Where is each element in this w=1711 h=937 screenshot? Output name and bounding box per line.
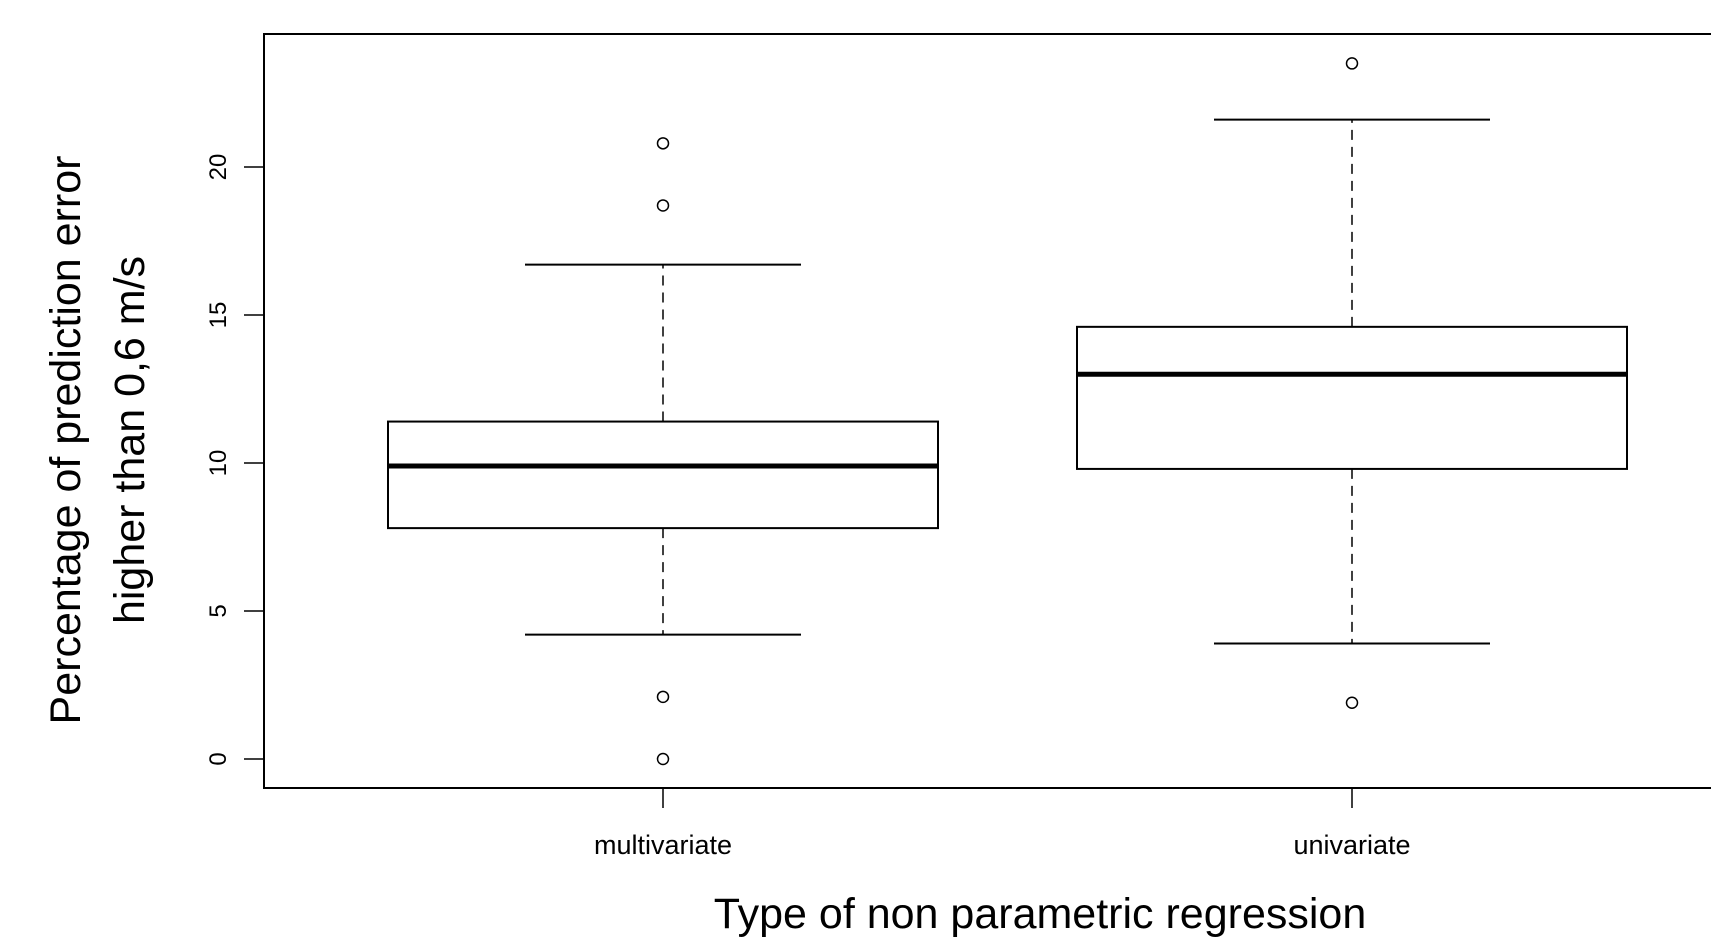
plot-marks (387, 57, 1628, 766)
y-tick-label: 15 (205, 302, 232, 329)
y-tick-label: 20 (205, 154, 232, 181)
outlier-point (1345, 696, 1359, 710)
outlier-point (656, 690, 670, 704)
y-tick-label: 0 (205, 752, 232, 765)
box-univariate (1076, 57, 1628, 710)
y-tick-label: 5 (205, 604, 232, 617)
x-tick-label: univariate (1293, 830, 1410, 860)
outlier-point (1345, 57, 1359, 70)
outlier-point (656, 199, 670, 212)
y-axis: 0 5 10 15 20 (205, 154, 264, 766)
outlier-point (656, 752, 670, 766)
y-tick-label: 10 (205, 450, 232, 477)
box-multivariate (387, 137, 939, 766)
iqr-box (387, 420, 939, 530)
iqr-box (1076, 325, 1628, 470)
x-axis-label: Type of non parametric regression (714, 890, 1367, 937)
x-axis: multivariate univariate (594, 788, 1411, 860)
y-axis-label-line2: higher than 0,6 m/s (106, 256, 154, 624)
outlier-point (656, 137, 670, 150)
plot-frame (263, 33, 1711, 789)
x-tick-label: multivariate (594, 830, 732, 860)
y-axis-label-line1: Percentage of prediction error (42, 156, 90, 725)
